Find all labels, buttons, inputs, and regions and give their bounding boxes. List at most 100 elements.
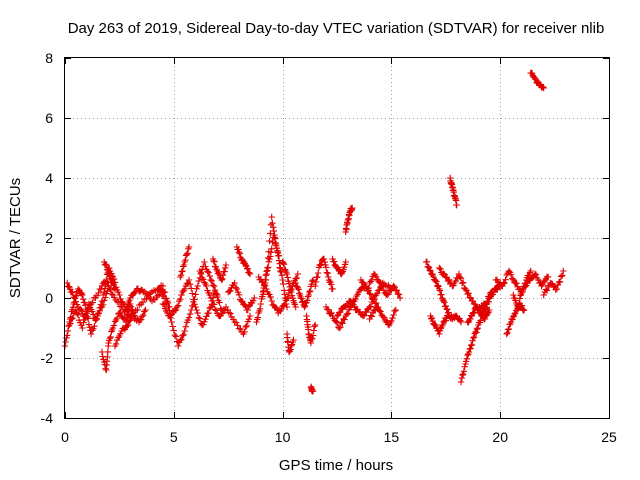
data-point xyxy=(104,288,111,295)
data-point xyxy=(425,263,432,270)
data-point xyxy=(373,273,380,280)
data-point xyxy=(171,307,179,314)
data-point xyxy=(275,257,283,264)
data-point xyxy=(304,297,311,304)
data-point xyxy=(306,288,313,296)
data-point xyxy=(69,289,76,296)
data-point xyxy=(324,270,331,277)
data-point xyxy=(457,275,465,282)
x-tick-label: 15 xyxy=(384,429,400,445)
data-point xyxy=(235,249,243,256)
data-point xyxy=(368,276,375,284)
data-point xyxy=(267,293,274,301)
data-point xyxy=(276,264,283,271)
data-point xyxy=(72,298,80,305)
data-point xyxy=(309,335,316,342)
data-point xyxy=(143,295,150,302)
data-point xyxy=(207,294,214,302)
data-point xyxy=(193,285,200,292)
data-point xyxy=(455,270,463,278)
data-point xyxy=(376,278,383,286)
data-point xyxy=(244,265,251,273)
data-point xyxy=(181,327,188,335)
data-point xyxy=(189,290,196,297)
data-point xyxy=(392,306,399,314)
data-point xyxy=(172,333,180,340)
data-point xyxy=(485,298,492,305)
data-point xyxy=(262,272,270,279)
data-point xyxy=(115,298,122,306)
data-point xyxy=(469,297,477,305)
data-point xyxy=(99,301,107,309)
data-point xyxy=(457,378,465,386)
data-point xyxy=(184,250,191,257)
data-point xyxy=(464,351,471,359)
data-point xyxy=(292,303,299,311)
data-point xyxy=(431,276,439,284)
data-point xyxy=(312,278,320,286)
x-tick-label: 5 xyxy=(170,429,178,445)
data-point xyxy=(392,287,399,294)
data-point xyxy=(304,293,312,300)
data-point xyxy=(284,294,292,301)
data-point xyxy=(163,295,170,302)
data-point xyxy=(242,261,249,269)
y-axis-label: SDTVAR / TECUs xyxy=(7,178,24,298)
data-point xyxy=(201,258,208,266)
data-point xyxy=(297,293,304,301)
data-point xyxy=(442,273,449,281)
data-point xyxy=(332,318,340,325)
data-point xyxy=(127,303,135,310)
data-point xyxy=(202,316,209,323)
data-point xyxy=(440,297,447,305)
data-point xyxy=(109,279,117,287)
data-point xyxy=(429,317,436,325)
data-point xyxy=(273,245,280,252)
data-point xyxy=(114,314,121,322)
data-point xyxy=(140,311,147,319)
data-point xyxy=(458,374,465,382)
data-point xyxy=(526,272,533,279)
x-tick-label: 25 xyxy=(601,429,617,445)
data-point xyxy=(177,337,184,344)
data-point xyxy=(102,365,109,372)
data-point xyxy=(349,204,356,212)
data-point xyxy=(219,272,227,279)
data-point xyxy=(246,312,254,320)
data-point xyxy=(106,335,114,342)
data-point xyxy=(323,269,330,276)
data-point xyxy=(507,271,515,278)
data-point xyxy=(390,282,397,290)
data-point xyxy=(159,300,167,308)
data-point xyxy=(377,279,384,287)
data-point xyxy=(457,318,465,326)
data-point xyxy=(430,273,437,281)
data-point xyxy=(89,308,96,315)
data-point xyxy=(531,270,539,278)
data-point xyxy=(91,323,98,330)
data-point xyxy=(188,306,195,314)
data-point xyxy=(336,324,343,332)
data-point xyxy=(281,300,288,308)
data-point xyxy=(78,290,85,298)
data-point xyxy=(121,308,128,315)
data-point xyxy=(288,288,295,296)
data-point xyxy=(328,309,335,317)
data-point xyxy=(112,340,120,348)
data-point xyxy=(435,283,442,290)
data-point xyxy=(211,258,218,265)
data-point xyxy=(505,325,513,333)
data-point xyxy=(481,315,489,323)
data-point xyxy=(519,288,526,295)
data-point xyxy=(180,263,187,270)
data-point xyxy=(83,310,90,317)
data-point xyxy=(127,300,134,308)
data-point xyxy=(206,272,213,280)
data-point xyxy=(195,314,202,321)
data-point xyxy=(125,318,132,325)
data-point xyxy=(482,304,489,312)
data-point xyxy=(389,314,396,322)
y-axis-tick-labels: -4 -2 0 2 4 6 8 xyxy=(41,50,54,426)
data-point xyxy=(219,275,226,283)
data-point xyxy=(103,262,110,269)
